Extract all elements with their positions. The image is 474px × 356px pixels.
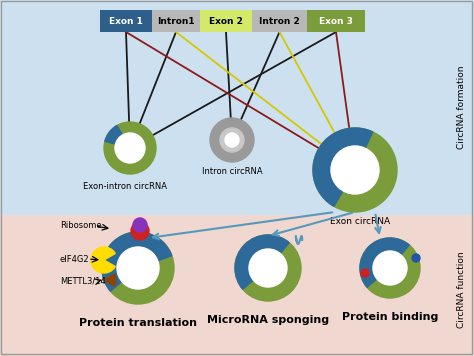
Circle shape: [225, 133, 239, 147]
Bar: [252, 10, 307, 32]
Circle shape: [131, 222, 149, 240]
Circle shape: [249, 249, 287, 287]
Circle shape: [412, 254, 420, 262]
Circle shape: [361, 269, 369, 277]
Circle shape: [220, 128, 244, 152]
Text: Protein binding: Protein binding: [342, 312, 438, 322]
Circle shape: [102, 232, 174, 304]
Circle shape: [373, 251, 407, 285]
Wedge shape: [360, 238, 409, 287]
Wedge shape: [91, 247, 115, 273]
Text: METTL3/14: METTL3/14: [60, 277, 106, 286]
Text: Exon 1: Exon 1: [109, 16, 143, 26]
Text: Intron circRNA: Intron circRNA: [202, 167, 262, 176]
Text: CircRNA formation: CircRNA formation: [457, 65, 466, 149]
Circle shape: [117, 247, 159, 289]
Text: Intron1: Intron1: [157, 16, 195, 26]
Wedge shape: [313, 128, 373, 206]
Wedge shape: [104, 274, 116, 286]
Text: MicroRNA sponging: MicroRNA sponging: [207, 315, 329, 325]
Circle shape: [104, 122, 156, 174]
Circle shape: [133, 218, 147, 232]
Circle shape: [210, 118, 254, 162]
Text: Intron 2: Intron 2: [259, 16, 300, 26]
Circle shape: [331, 146, 379, 194]
Text: Ribosome: Ribosome: [60, 221, 101, 230]
Wedge shape: [102, 232, 172, 291]
Bar: [0, 215, 474, 356]
Text: CircRNA function: CircRNA function: [457, 252, 466, 328]
Circle shape: [115, 133, 145, 163]
Bar: [200, 10, 252, 32]
Wedge shape: [235, 235, 289, 289]
Text: Exon circRNA: Exon circRNA: [330, 217, 390, 226]
Circle shape: [313, 128, 397, 212]
Text: Protein translation: Protein translation: [79, 318, 197, 328]
Bar: [0, 0, 474, 215]
Circle shape: [360, 238, 420, 298]
Bar: [100, 10, 152, 32]
Circle shape: [235, 235, 301, 301]
Bar: [307, 10, 365, 32]
Text: Exon-intron circRNA: Exon-intron circRNA: [83, 182, 167, 191]
Text: Exon 3: Exon 3: [319, 16, 353, 26]
Wedge shape: [105, 125, 130, 148]
Bar: [152, 10, 200, 32]
Text: eIF4G2: eIF4G2: [60, 255, 90, 263]
Text: Exon 2: Exon 2: [209, 16, 243, 26]
